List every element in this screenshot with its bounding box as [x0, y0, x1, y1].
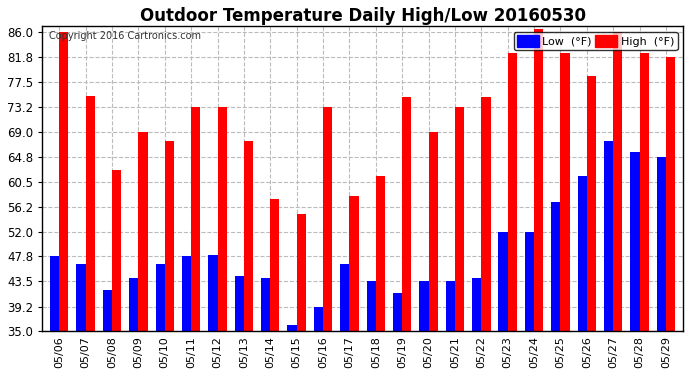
Bar	[288, 326, 297, 331]
Bar	[560, 54, 570, 331]
Bar	[165, 141, 174, 331]
Bar	[446, 281, 455, 331]
Bar	[129, 279, 139, 331]
Bar	[208, 255, 217, 331]
Bar	[155, 264, 165, 331]
Bar	[77, 264, 86, 331]
Bar	[657, 157, 666, 331]
Bar	[50, 256, 59, 331]
Bar	[640, 54, 649, 331]
Bar	[525, 232, 534, 331]
Bar	[508, 54, 517, 331]
Title: Outdoor Temperature Daily High/Low 20160530: Outdoor Temperature Daily High/Low 20160…	[139, 7, 586, 25]
Bar	[139, 132, 148, 331]
Bar	[498, 232, 508, 331]
Bar	[349, 196, 359, 331]
Bar	[428, 132, 437, 331]
Bar	[235, 276, 244, 331]
Bar	[86, 96, 95, 331]
Bar	[604, 141, 613, 331]
Bar	[551, 202, 560, 331]
Bar	[182, 256, 191, 331]
Bar	[481, 97, 491, 331]
Bar	[586, 76, 596, 331]
Bar	[472, 279, 481, 331]
Bar	[217, 107, 227, 331]
Bar	[613, 32, 622, 331]
Bar	[191, 107, 200, 331]
Legend: Low  (°F), High  (°F): Low (°F), High (°F)	[513, 32, 678, 50]
Bar	[340, 264, 349, 331]
Bar	[393, 293, 402, 331]
Bar	[402, 97, 411, 331]
Bar	[534, 29, 543, 331]
Text: Copyright 2016 Cartronics.com: Copyright 2016 Cartronics.com	[48, 31, 201, 41]
Bar	[112, 170, 121, 331]
Bar	[323, 107, 333, 331]
Bar	[420, 281, 428, 331]
Bar	[376, 176, 385, 331]
Bar	[366, 281, 376, 331]
Bar	[103, 290, 112, 331]
Bar	[297, 214, 306, 331]
Bar	[314, 307, 323, 331]
Bar	[59, 32, 68, 331]
Bar	[630, 153, 640, 331]
Bar	[666, 57, 675, 331]
Bar	[244, 141, 253, 331]
Bar	[261, 279, 270, 331]
Bar	[578, 176, 586, 331]
Bar	[270, 200, 279, 331]
Bar	[455, 107, 464, 331]
